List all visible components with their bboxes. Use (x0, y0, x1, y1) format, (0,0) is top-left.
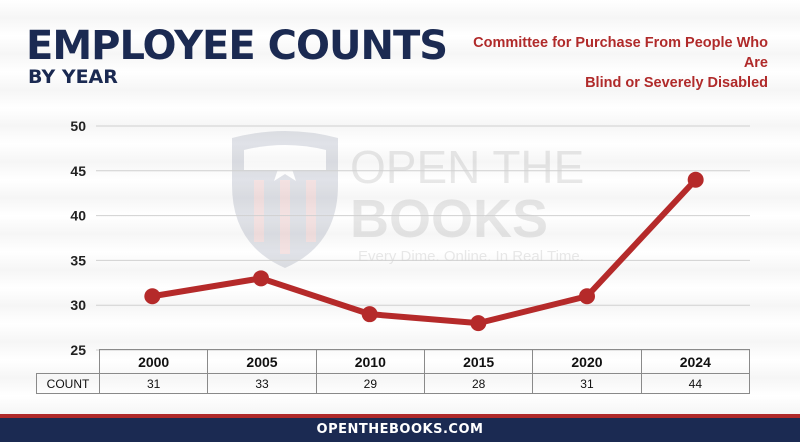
data-point (253, 270, 269, 287)
y-tick-label: 45 (70, 163, 86, 179)
table-year-header: 2005 (207, 349, 317, 374)
y-tick-label: 40 (70, 208, 86, 224)
shield-flag-icon (232, 131, 338, 268)
y-tick-label: 30 (70, 297, 86, 313)
table-year-header: 2010 (315, 349, 425, 374)
table-cell: 29 (315, 373, 425, 394)
watermark-line-2: BOOKS (350, 189, 548, 249)
table-year-header: 2020 (532, 349, 642, 374)
series-polyline (149, 176, 699, 327)
table-cell: 44 (640, 373, 751, 394)
agency-line-1: Committee for Purchase From People Who A… (473, 35, 768, 71)
y-tick-label: 50 (70, 118, 86, 134)
table-year-header: 2024 (640, 349, 751, 374)
footer-accent-line (0, 414, 800, 418)
table-corner (36, 349, 100, 374)
table-row-label: COUNT (36, 373, 100, 394)
data-table: 2000 2005 2010 2015 2020 2024 COUNT 31 3… (36, 349, 751, 394)
footer-site-link[interactable]: OPENTHEBOOKS.COM (316, 422, 484, 437)
data-point (361, 306, 378, 323)
table-cell: 31 (532, 373, 642, 394)
y-tick-label: 35 (70, 252, 86, 268)
data-point (470, 315, 487, 332)
series-line (144, 171, 704, 332)
data-point (687, 171, 704, 188)
table-header-row: 2000 2005 2010 2015 2020 2024 (36, 349, 751, 374)
table-cell: 28 (423, 373, 534, 394)
table-row: COUNT 31 33 29 28 31 44 (36, 373, 751, 394)
agency-name: Committee for Purchase From People Who A… (448, 33, 768, 93)
watermark-tagline: Every Dime. Online. In Real Time. (358, 248, 584, 265)
footer-bar: OPENTHEBOOKS.COM (0, 418, 800, 442)
agency-line-2: Blind or Severely Disabled (585, 75, 768, 91)
table-cell: 33 (207, 373, 317, 394)
page-subtitle: BY YEAR (28, 66, 118, 88)
table-year-header: 2015 (423, 349, 534, 374)
page-title: EMPLOYEE COUNTS (26, 23, 448, 69)
data-point (579, 288, 595, 305)
watermark: OPEN THE BOOKS Every Dime. Online. In Re… (232, 131, 584, 268)
watermark-line-1: OPEN THE (350, 141, 584, 193)
table-year-header: 2000 (98, 349, 209, 374)
data-point (144, 288, 161, 305)
table-cell: 31 (98, 373, 209, 394)
